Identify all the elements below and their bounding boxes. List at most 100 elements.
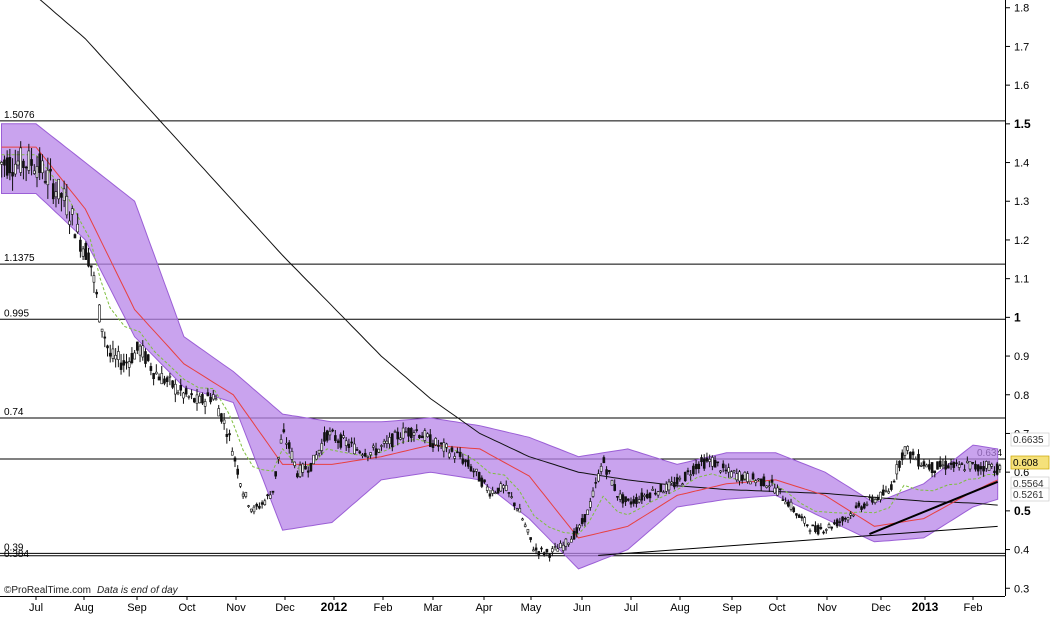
candle-body [850, 514, 852, 516]
candle-body [101, 329, 103, 331]
candle-body [608, 470, 610, 471]
envelope-band-area [2, 124, 998, 569]
candle-body [90, 266, 92, 268]
candle-body [3, 160, 5, 165]
candle-body [489, 494, 491, 496]
candle-body [855, 506, 857, 508]
candle-body [649, 493, 651, 498]
candle-body [258, 506, 260, 508]
candle-body [256, 504, 258, 506]
candle-body [690, 475, 692, 476]
candle-body [109, 353, 111, 356]
candle-body [348, 444, 350, 448]
candle-body [125, 362, 127, 363]
candle-body [88, 253, 90, 266]
candle-body [237, 469, 239, 474]
candle-body [964, 470, 966, 471]
candle-body [248, 506, 250, 507]
candle-body [79, 240, 81, 251]
candle-body [383, 441, 385, 443]
candle-body [763, 477, 765, 486]
candle-body [578, 525, 580, 528]
candle-body [307, 471, 309, 472]
candle-body [12, 172, 14, 176]
candle-body [14, 164, 16, 174]
candle-body [684, 472, 686, 481]
candle-body [980, 466, 982, 469]
candle-body [386, 441, 388, 443]
candle-body [926, 465, 928, 467]
y-tick-label: 1.4 [1014, 158, 1029, 170]
candle-body [25, 167, 27, 168]
candle-body [885, 490, 887, 491]
candle-body [828, 524, 830, 527]
candle-body [478, 472, 480, 481]
candle-body [96, 292, 98, 294]
candle-body [576, 528, 578, 534]
candle-body [408, 428, 410, 436]
candle-body [280, 439, 282, 443]
candle-body [538, 551, 540, 554]
candle-body [768, 486, 770, 487]
candle-body [996, 464, 998, 474]
candle-body [437, 445, 439, 446]
candle-body [730, 472, 732, 477]
candle-body [527, 529, 529, 532]
candle-body [728, 468, 730, 472]
candle-body [451, 448, 453, 452]
candle-body [974, 464, 976, 469]
candle-body [947, 466, 949, 468]
candle-body [220, 414, 222, 422]
candle-body [863, 504, 865, 508]
candle-body [201, 394, 203, 403]
candle-body [115, 355, 117, 359]
candle-body [633, 500, 635, 504]
candle-body [747, 474, 749, 482]
candle-body [679, 478, 681, 479]
candle-body [676, 478, 678, 485]
candle-body [619, 494, 621, 499]
candle-body [250, 509, 252, 511]
candle-body [625, 497, 627, 502]
candle-body [71, 209, 73, 215]
candle-body [668, 482, 670, 490]
candle-body [812, 525, 814, 526]
candle-body [839, 522, 841, 523]
candle-body [817, 525, 819, 534]
candle-body [416, 430, 418, 431]
y-tick-label: 0.4 [1014, 545, 1029, 557]
candle-body [928, 465, 930, 470]
y-tick-label: 1.3 [1014, 196, 1029, 208]
x-tick-label: Nov [817, 602, 837, 614]
candle-body [370, 452, 372, 454]
candle-body [820, 527, 822, 528]
candle-body [931, 462, 933, 472]
candle-body [530, 537, 532, 539]
x-tick-label: Aug [74, 602, 94, 614]
candle-body [516, 509, 518, 510]
candle-body [942, 465, 944, 466]
candle-body [494, 493, 496, 494]
candle-body [904, 447, 906, 456]
candle-body [988, 465, 990, 471]
long-trend-line [598, 526, 997, 555]
candle-body [692, 466, 694, 474]
candle-body [814, 526, 816, 532]
candle-body [584, 514, 586, 522]
candle-body [936, 462, 938, 470]
candle-body [570, 539, 572, 542]
candle-body [394, 431, 396, 432]
candle-body [332, 430, 334, 431]
candle-body [215, 399, 217, 400]
candle-body [389, 437, 391, 443]
candle-body [131, 353, 133, 362]
candle-body [665, 484, 667, 491]
candle-body [616, 496, 618, 497]
candle-body [459, 452, 461, 456]
candle-body [736, 474, 738, 480]
candle-body [877, 497, 879, 500]
candle-body [326, 431, 328, 441]
candle-body [497, 488, 499, 493]
candle-body [380, 445, 382, 446]
